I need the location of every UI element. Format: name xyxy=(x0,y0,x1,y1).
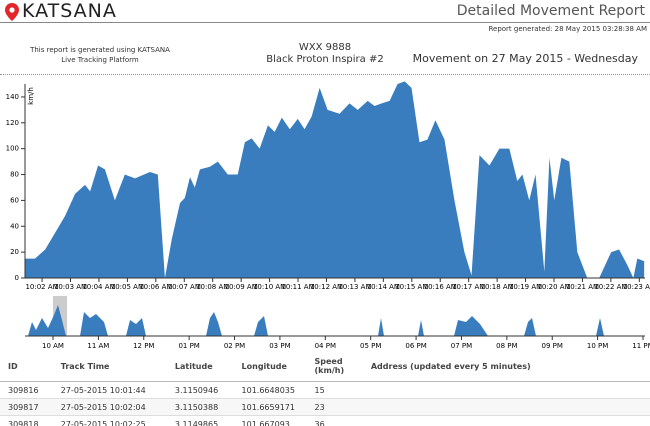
overview-tick-label: 02 PM xyxy=(224,342,245,350)
overview-tick-label: 05 PM xyxy=(360,342,381,350)
report-title: Detailed Movement Report xyxy=(456,3,645,19)
column-header: Speed (km/h) xyxy=(314,357,345,375)
x-tick-label: 10:15 AM xyxy=(395,283,428,291)
track-table: ID Track Time Latitude Longitude Speed (km/h… xyxy=(0,352,650,426)
x-tick-label: 10:10 AM xyxy=(253,283,286,291)
overview-tick-label: 10 PM xyxy=(587,342,608,350)
platform-line: Live Tracking Platform xyxy=(61,56,139,64)
overview-tick-label: 04 PM xyxy=(315,342,336,350)
x-tick-label: 10:19 AM xyxy=(509,283,542,291)
table-header: ID Track Time Latitude Longitude Speed (km/h… xyxy=(0,352,650,382)
chart-rule xyxy=(0,74,650,75)
overview-tick-label: 10 AM xyxy=(42,342,64,350)
platform-note: This report is generated using KATSANA Li… xyxy=(30,45,170,65)
x-tick-label: 10:18 AM xyxy=(480,283,513,291)
overview-tick-label: 01 PM xyxy=(178,342,199,350)
generated: Report generated: 28 May 2015 03:28:38 A… xyxy=(488,25,647,33)
overview-bursts xyxy=(25,296,645,337)
x-tick-label: 10:13 AM xyxy=(338,283,371,291)
table-cell-empty xyxy=(363,416,650,426)
y-tick-label: 0 xyxy=(15,274,19,282)
column-header: Longitude xyxy=(241,361,287,371)
x-tick-label: 10:14 AM xyxy=(367,283,400,291)
vehicle-info: WXX 9888 Black Proton Inspira #2 xyxy=(240,42,410,66)
y-axis-label: km/h xyxy=(27,87,35,105)
column-header: Latitude xyxy=(174,361,213,371)
plate: WXX 9888 xyxy=(298,42,352,53)
table-cell: 101.6648035 xyxy=(241,385,295,395)
table-body: 309816 27-05-2015 10:01:44 3.1150946 101.66… xyxy=(0,382,650,426)
platform-line: This report is generated using KATSANA xyxy=(30,46,170,54)
table-row: 309816 27-05-2015 10:01:44 3.1150946 101.66… xyxy=(0,382,650,399)
column-header: Track Time xyxy=(60,361,110,371)
y-tick-label: 80 xyxy=(10,171,19,179)
x-tick-label: 10:11 AM xyxy=(281,283,314,291)
x-tick-label: 10:20 AM xyxy=(537,283,570,291)
movement-date: Movement on 27 May 2015 - Wednesday xyxy=(412,52,638,65)
x-tick-label: 10:22 AM xyxy=(594,283,627,291)
x-tick-label: 10:09 AM xyxy=(225,283,258,291)
overview-tick-label: 09 PM xyxy=(542,342,563,350)
table-cell: 27-05-2015 10:02:25 xyxy=(60,419,146,426)
x-tick-label: 10:02 AM xyxy=(25,283,58,291)
overview-tick-label: 12 PM xyxy=(133,342,154,350)
overview-tick-label: 08 PM xyxy=(496,342,517,350)
table-cell: 15 xyxy=(314,385,325,395)
x-tick-label: 10:16 AM xyxy=(424,283,457,291)
x-tick-label: 10:17 AM xyxy=(452,283,485,291)
header-rule xyxy=(0,22,650,23)
y-tick-label: 20 xyxy=(10,248,19,256)
table-cell: 309816 xyxy=(8,385,39,395)
area xyxy=(25,81,645,278)
table-cell: 23 xyxy=(314,402,325,412)
x-tick-label: 10:07 AM xyxy=(168,283,201,291)
x-tick-label: 10:05 AM xyxy=(111,283,144,291)
table-cell: 27-05-2015 10:02:04 xyxy=(60,402,146,412)
overview-tick-label: 11 PM xyxy=(632,342,650,350)
table-row: 309818 27-05-2015 10:02:25 3.1149865 101.66… xyxy=(0,416,650,426)
table-cell: 309818 xyxy=(8,419,39,426)
y-tick-label: 140 xyxy=(6,93,19,101)
table-cell: 27-05-2015 10:01:44 xyxy=(60,385,146,395)
vehicle: Black Proton Inspira #2 xyxy=(266,54,384,65)
table-cell: 101.667093 xyxy=(241,419,290,426)
logo: KATSANA xyxy=(22,0,117,22)
x-tick-label: 10:06 AM xyxy=(139,283,172,291)
overview-area xyxy=(28,305,604,336)
x-tick-label: 10:23 AM xyxy=(623,283,650,291)
x-tick-label: 10:03 AM xyxy=(54,283,87,291)
column-header: ID xyxy=(8,361,18,371)
overview-tick-label: 11 AM xyxy=(87,342,109,350)
x-tick-label: 10:08 AM xyxy=(196,283,229,291)
overview-tick-label: 06 PM xyxy=(405,342,426,350)
y-tick-label: 40 xyxy=(10,222,19,230)
column-header: Address (updated every 5 minutes) xyxy=(370,361,531,371)
table-cell-empty xyxy=(363,382,650,399)
table-cell: 101.6659171 xyxy=(241,402,295,412)
table-cell-empty xyxy=(363,399,650,416)
table-cell: 3.1150946 xyxy=(174,385,219,395)
y-tick-label: 100 xyxy=(6,145,19,153)
x-tick-label: 10:21 AM xyxy=(566,283,599,291)
overview-tick-label: 03 PM xyxy=(269,342,290,350)
logo-pin xyxy=(5,3,19,21)
table-cell: 3.1149865 xyxy=(174,419,219,426)
y-tick-label: 60 xyxy=(10,196,19,204)
overview-tick-label: 07 PM xyxy=(451,342,472,350)
y-tick-label: 120 xyxy=(6,119,19,127)
table-cell: 3.1150388 xyxy=(174,402,219,412)
table-row: 309817 27-05-2015 10:02:04 3.1150388 101.66… xyxy=(0,398,650,416)
x-tick-label: 10:12 AM xyxy=(310,283,343,291)
table-cell: 309817 xyxy=(8,402,39,412)
x-tick-label: 10:04 AM xyxy=(82,283,115,291)
table-cell: 36 xyxy=(314,419,325,426)
